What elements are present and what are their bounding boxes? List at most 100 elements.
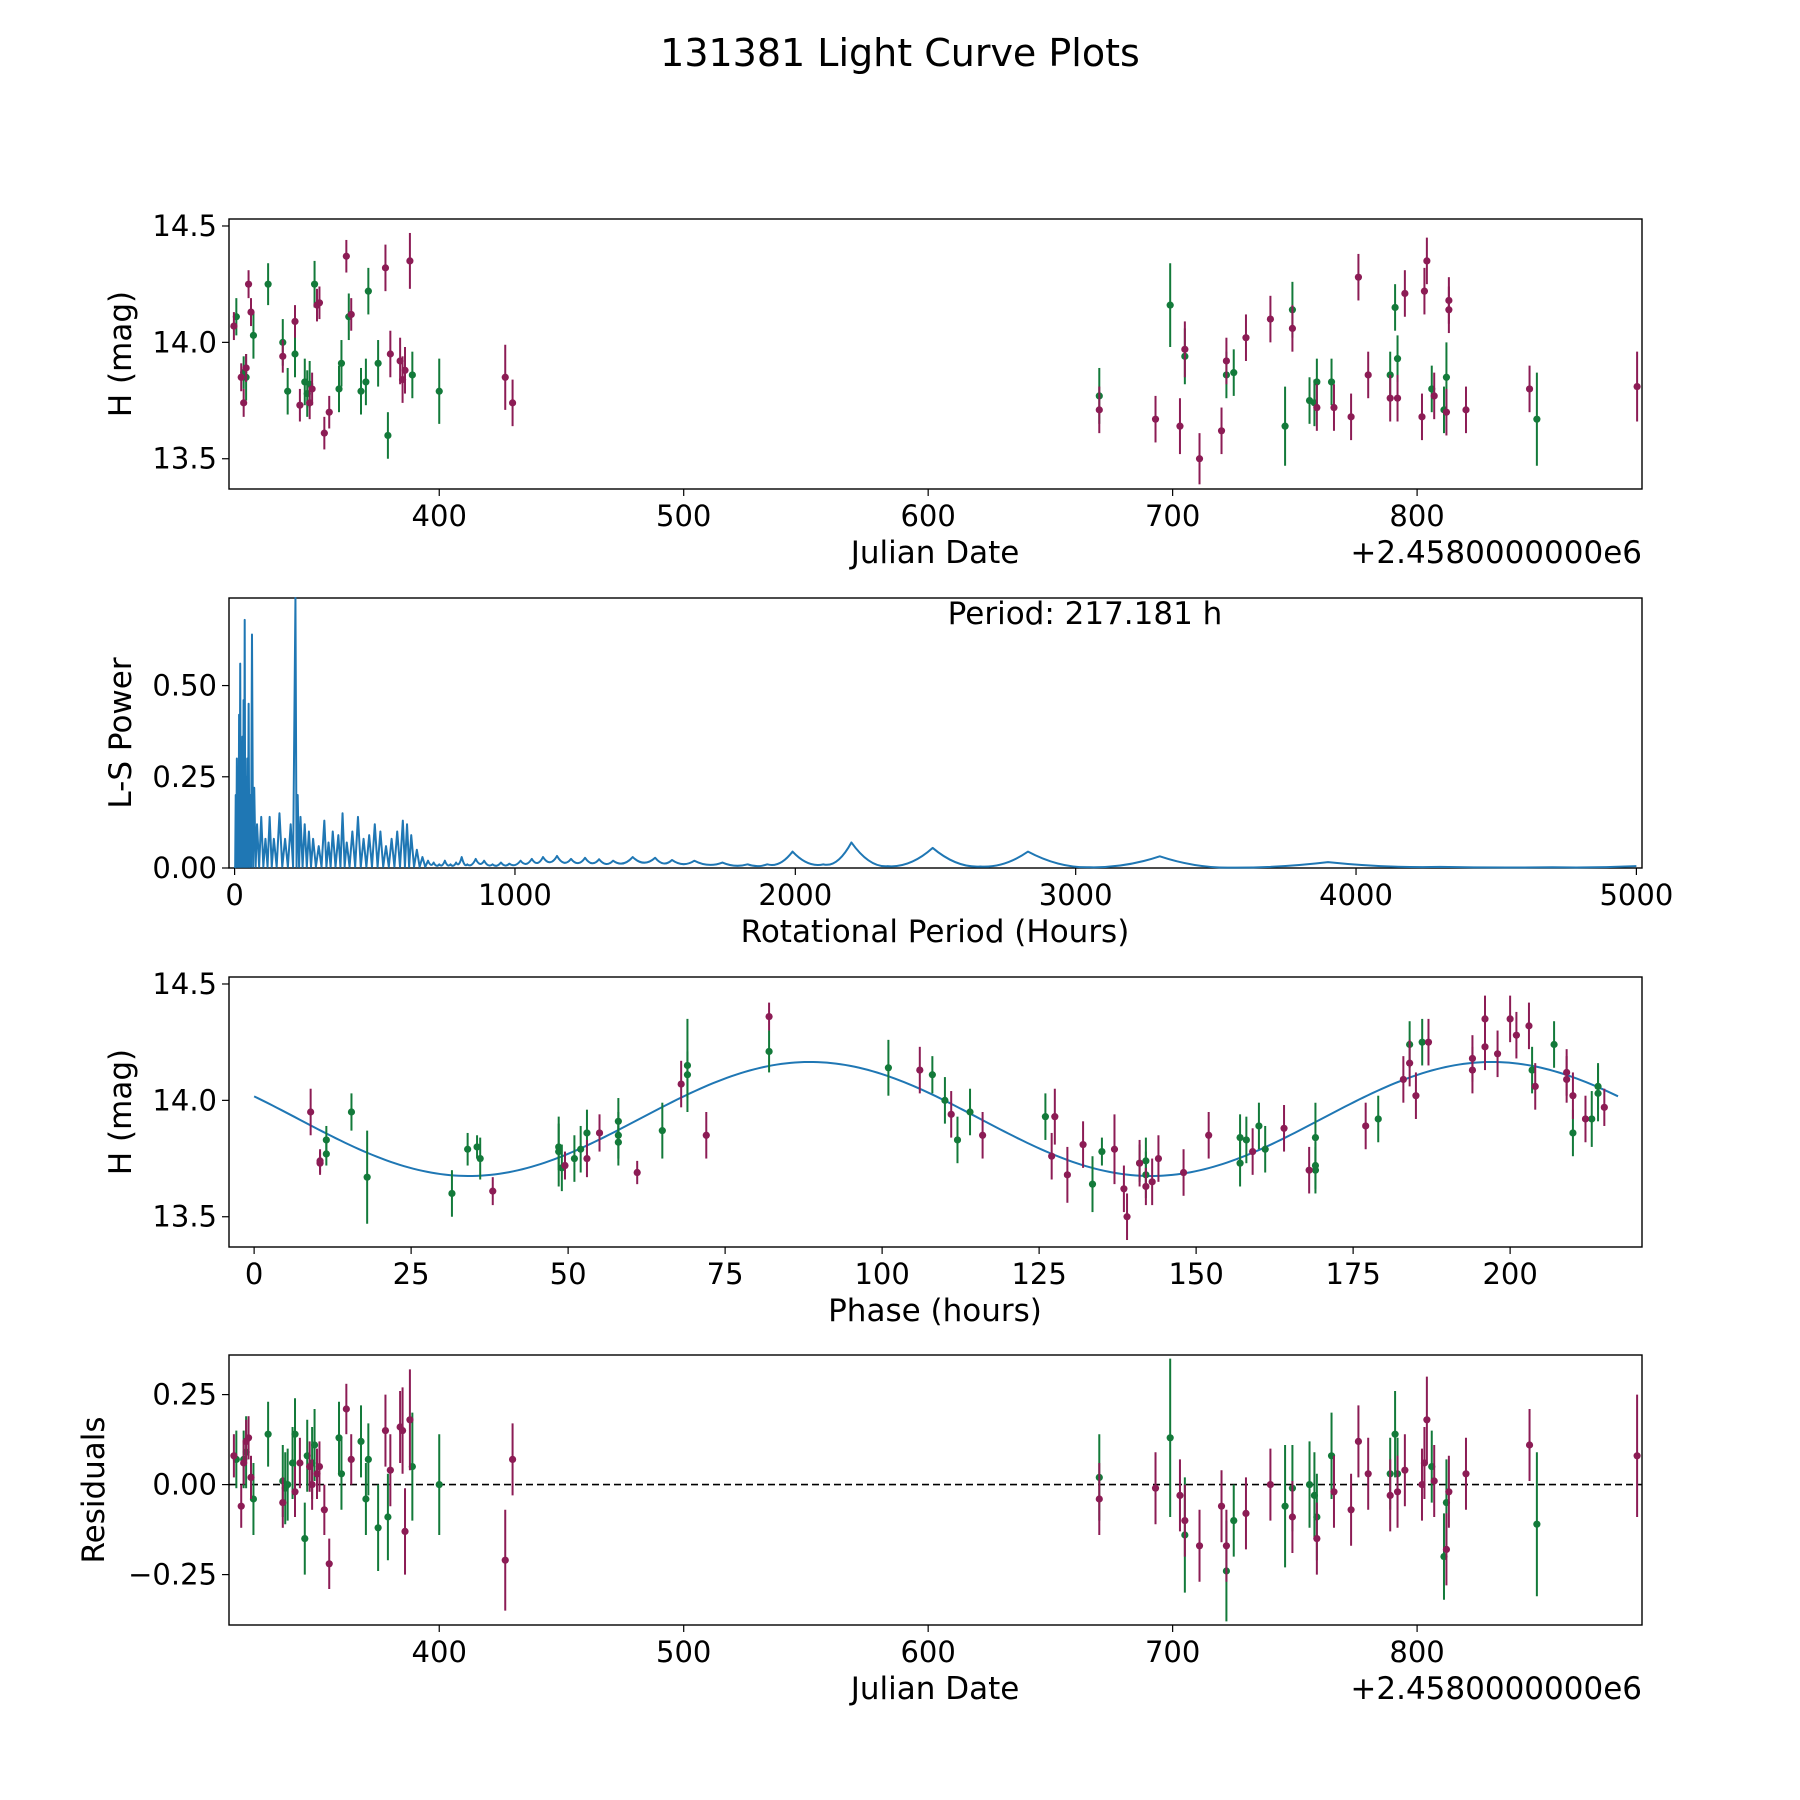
green-data-point bbox=[301, 1535, 309, 1543]
green-data-point bbox=[284, 1481, 292, 1489]
green-data-point bbox=[347, 1108, 356, 1116]
y-tick-label: 0.00 bbox=[152, 851, 217, 885]
purple-data-point bbox=[1110, 1145, 1119, 1153]
green-data-point bbox=[374, 1524, 382, 1532]
x-tick-label: 150 bbox=[1168, 1257, 1223, 1291]
purple-data-point bbox=[1288, 1513, 1297, 1521]
purple-data-point bbox=[1176, 1491, 1184, 1499]
purple-data-point bbox=[1154, 1154, 1163, 1163]
green-data-point bbox=[357, 387, 365, 395]
x-tick-label: 75 bbox=[707, 1257, 744, 1291]
purple-data-point bbox=[1217, 1502, 1226, 1510]
green-data-point bbox=[1230, 1517, 1238, 1525]
purple-data-point bbox=[1364, 371, 1372, 379]
fit-curve bbox=[253, 1060, 1619, 1178]
purple-data-point bbox=[1401, 289, 1409, 298]
x-tick-label: 3000 bbox=[1039, 878, 1113, 912]
green-data-point bbox=[310, 280, 319, 288]
purple-data-point bbox=[1330, 403, 1338, 412]
purple-data-point bbox=[1313, 403, 1321, 412]
purple-data-point bbox=[633, 1168, 641, 1177]
purple-data-point bbox=[508, 399, 517, 407]
x-tick-label: 5000 bbox=[1599, 878, 1673, 912]
residuals-ylabel: Residuals bbox=[76, 1416, 112, 1563]
green-data-point bbox=[1327, 378, 1336, 386]
purple-data-point bbox=[1418, 413, 1426, 421]
green-data-point bbox=[941, 1096, 949, 1104]
green-data-point bbox=[1305, 1481, 1314, 1489]
green-data-point bbox=[1236, 1134, 1244, 1142]
purple-data-point bbox=[702, 1131, 710, 1139]
x-tick-label: 25 bbox=[393, 1257, 430, 1291]
x-tick-label: 700 bbox=[1145, 499, 1200, 533]
purple-data-point bbox=[1442, 1545, 1451, 1553]
purple-data-point bbox=[501, 1556, 509, 1564]
purple-data-point bbox=[1095, 1495, 1103, 1503]
purple-data-point bbox=[342, 1405, 350, 1413]
green-data-point bbox=[337, 1470, 346, 1478]
green-data-point bbox=[1088, 1180, 1097, 1188]
purple-data-point bbox=[401, 1527, 409, 1535]
green-data-point bbox=[1255, 1122, 1263, 1130]
green-data-point bbox=[765, 1047, 773, 1056]
residuals-ticks: 400 500 600 700 800 −0.25 0.00 0.25 bbox=[128, 1378, 1445, 1669]
green-data-point bbox=[322, 1150, 330, 1158]
y-tick-label: −0.25 bbox=[128, 1558, 217, 1592]
x-tick-label: 500 bbox=[656, 1635, 711, 1669]
y-tick-label: 13.5 bbox=[152, 442, 217, 476]
green-data-point bbox=[570, 1154, 579, 1163]
purple-data-point bbox=[381, 1427, 390, 1435]
periodogram-ticks: 0 1000 2000 3000 4000 5000 0.00 0.25 0.50 bbox=[152, 669, 1673, 912]
x-tick-label: 4000 bbox=[1319, 878, 1393, 912]
purple-data-point bbox=[1506, 1015, 1514, 1023]
green-data-point bbox=[1374, 1115, 1382, 1123]
purple-data-point bbox=[320, 1506, 328, 1514]
purple-data-point bbox=[230, 322, 238, 330]
x-tick-label: 400 bbox=[412, 499, 467, 533]
purple-data-point bbox=[1179, 1168, 1188, 1177]
lightcurve-x-offset: +2.4580000000e6 bbox=[1350, 535, 1642, 571]
green-data-point bbox=[264, 280, 272, 288]
purple-data-point bbox=[1222, 357, 1231, 365]
purple-data-point bbox=[325, 1560, 333, 1568]
x-tick-label: 600 bbox=[900, 1635, 955, 1669]
y-tick-label: 0.00 bbox=[152, 1468, 217, 1502]
purple-data-point bbox=[1123, 1213, 1131, 1221]
x-tick-label: 1000 bbox=[478, 878, 552, 912]
phased-axes: 0 25 50 75 100 125 150 175 200 13.5 14.0 14.5 Phase… bbox=[103, 967, 1643, 1329]
green-data-point bbox=[1166, 301, 1174, 309]
purple-data-point bbox=[1633, 382, 1641, 391]
green-data-point bbox=[384, 1513, 392, 1521]
purple-data-point bbox=[1525, 385, 1534, 393]
purple-data-point bbox=[237, 373, 245, 381]
purple-data-point bbox=[1195, 455, 1204, 463]
green-data-point bbox=[1594, 1082, 1602, 1090]
green-data-point bbox=[1242, 1136, 1250, 1144]
green-data-point bbox=[1533, 1520, 1541, 1528]
residuals-xlabel: Julian Date bbox=[849, 1671, 1020, 1707]
x-tick-label: 200 bbox=[1482, 1257, 1537, 1291]
purple-data-point bbox=[1563, 1075, 1571, 1084]
y-tick-label: 0.25 bbox=[152, 760, 217, 794]
purple-data-point bbox=[1424, 1038, 1433, 1046]
green-data-point bbox=[476, 1154, 484, 1163]
green-data-point bbox=[1281, 422, 1289, 430]
green-data-point bbox=[577, 1145, 585, 1153]
periodogram-xlabel: Rotational Period (Hours) bbox=[741, 914, 1130, 950]
periodogram-axes: 0 1000 2000 3000 4000 5000 0.00 0.25 0.50 Period… bbox=[103, 596, 1673, 950]
purple-data-point bbox=[583, 1154, 591, 1163]
lightcurve-ylabel: H (mag) bbox=[103, 291, 139, 417]
green-data-point bbox=[362, 378, 370, 386]
purple-data-point bbox=[1266, 315, 1275, 323]
purple-data-point bbox=[1151, 1484, 1160, 1492]
purple-data-point bbox=[1393, 1488, 1402, 1496]
purple-data-point bbox=[1217, 427, 1226, 435]
y-tick-label: 14.0 bbox=[152, 1083, 217, 1117]
purple-data-point bbox=[244, 280, 253, 288]
purple-data-point bbox=[561, 1161, 569, 1170]
green-data-point bbox=[1391, 1430, 1399, 1438]
lightcurve-plot-area bbox=[230, 232, 1641, 485]
purple-data-point bbox=[1442, 408, 1451, 416]
green-data-point bbox=[364, 287, 372, 295]
green-data-point bbox=[1041, 1113, 1049, 1121]
